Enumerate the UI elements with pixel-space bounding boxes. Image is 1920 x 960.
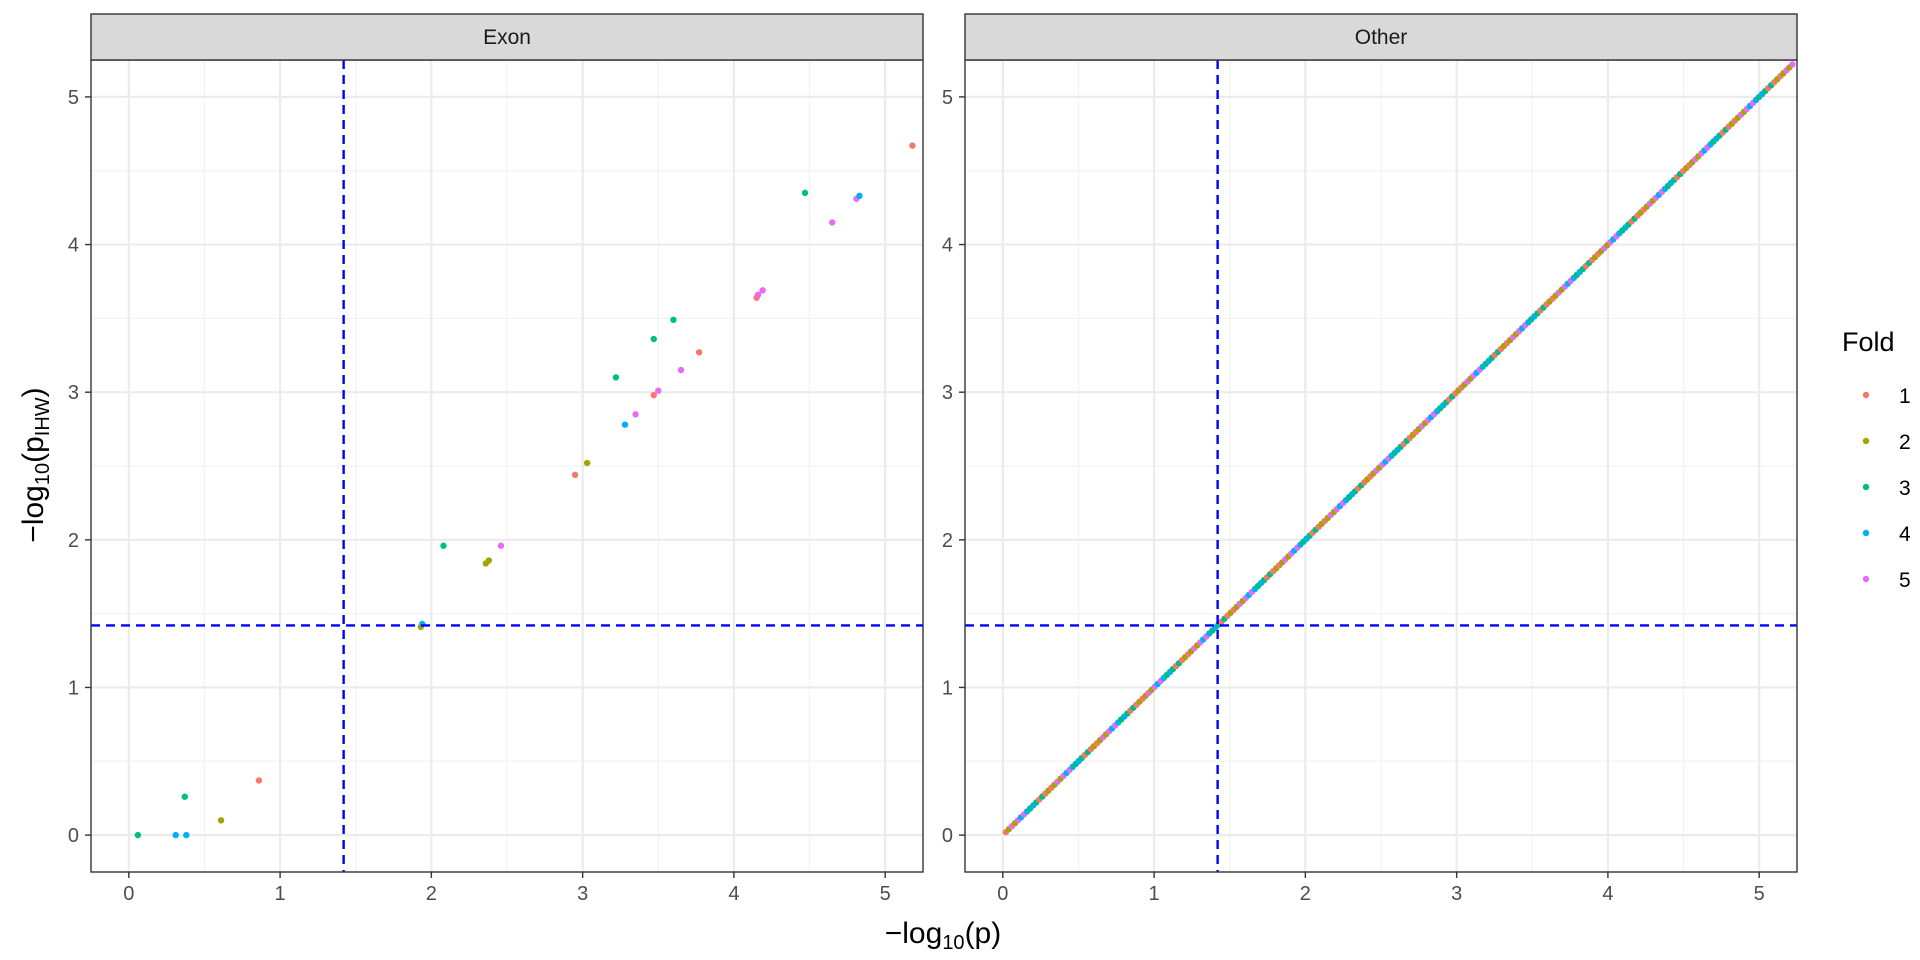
x-tick-label: 1 [275,883,286,905]
y-tick-label: 0 [68,825,79,847]
data-point [255,777,263,784]
data-point [172,831,179,839]
y-tick-label: 1 [68,677,79,699]
data-point [183,831,190,839]
legend-key [1862,529,1870,537]
data-point [909,142,916,149]
y-tick-label: 3 [942,382,953,404]
data-point [650,335,657,343]
y-tick-label: 5 [68,87,79,109]
data-point [829,219,836,226]
data-point [759,287,766,294]
y-tick-label: 5 [942,87,953,109]
data-point [1789,61,1796,68]
x-tick-label: 2 [426,883,437,905]
points-group [134,142,916,839]
facet-panels: Exon 0 1 2 3 4 5 0 1 2 3 4 5 Other 0 1 2 3 4 5 0 1 2 3 4 5 [68,13,1798,905]
data-point [571,471,579,479]
data-point [181,793,188,800]
y-tick-label: 0 [942,825,953,847]
data-point [583,459,591,467]
data-point [485,557,493,564]
legend-entry-3: 3 [1862,477,1911,500]
data-point [670,316,677,324]
x-tick-label: 2 [1300,883,1311,905]
x-tick-label: 4 [1602,883,1613,905]
data-point [856,192,863,200]
data-point [497,542,505,549]
x-tick-label: 5 [1754,883,1765,905]
y-tick-label: 2 [942,530,953,552]
legend-key [1862,437,1870,445]
x-tick-label: 1 [1149,883,1160,905]
y-tick-label: 4 [68,235,79,257]
legend-key [1862,483,1870,491]
facet-strip-label: Other [1355,26,1408,49]
data-point [754,291,762,298]
data-point [440,542,447,549]
legend-label: 1 [1899,385,1911,408]
legend-key [1862,575,1870,583]
data-point [655,387,662,394]
data-point [612,374,620,381]
facet-strip [90,13,924,61]
x-tick-label: 3 [1451,883,1462,905]
x-tick-label: 3 [577,883,588,905]
legend-entry-2: 2 [1862,431,1911,454]
facet-strip-label: Exon [483,26,531,49]
data-point [134,831,142,839]
legend-entry-1: 1 [1862,385,1911,408]
y-tick-label: 3 [68,382,79,404]
legend-label: 4 [1899,523,1911,546]
data-point [632,411,639,418]
x-tick-label: 4 [728,883,739,905]
svg-text:−log10(p): −log10(p) [885,917,1001,954]
points-group [1002,61,1796,836]
x-axis-title: −log10(p) [885,917,1001,954]
data-point [801,189,809,197]
data-point [217,817,225,824]
legend-entry-4: 4 [1862,523,1911,546]
facet-panel-other: Other 0 1 2 3 4 5 0 1 2 3 4 5 [942,13,1798,905]
svg-text:−log10(pIHW): −log10(pIHW) [17,387,54,542]
legend-label: 2 [1899,431,1911,454]
facet-panel-exon: Exon 0 1 2 3 4 5 0 1 2 3 4 5 [68,13,924,905]
y-tick-label: 1 [942,677,953,699]
legend-label: 5 [1899,569,1911,592]
x-tick-label: 0 [997,883,1008,905]
x-tick-label: 5 [880,883,891,905]
y-tick-label: 4 [942,235,953,257]
data-point [650,391,657,399]
legend-entry-5: 5 [1862,569,1911,592]
legend: Fold 1 2 3 4 5 [1842,327,1911,592]
y-tick-label: 2 [68,530,79,552]
x-tick-label: 0 [123,883,134,905]
legend-label: 3 [1899,477,1911,500]
data-point [621,421,629,428]
legend-title: Fold [1842,327,1895,357]
data-point [695,349,703,356]
y-axis-title: −log10(pIHW) [17,387,54,542]
legend-key [1862,391,1870,399]
data-point [677,366,685,374]
facet-strip [964,13,1798,61]
